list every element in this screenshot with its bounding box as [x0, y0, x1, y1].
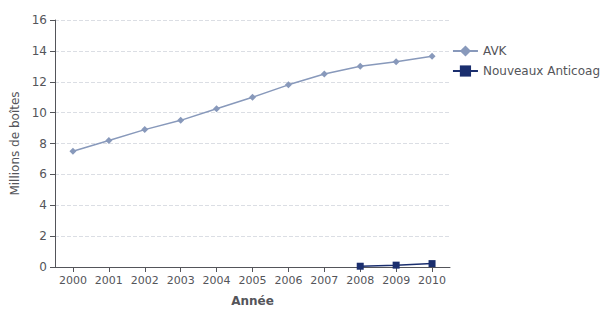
- svg-text:2: 2: [39, 229, 47, 243]
- svg-text:2003: 2003: [167, 274, 195, 287]
- svg-text:8: 8: [39, 137, 47, 151]
- svg-text:6: 6: [39, 167, 47, 181]
- svg-text:2009: 2009: [382, 274, 410, 287]
- svg-text:14: 14: [32, 44, 47, 58]
- svg-text:AVK: AVK: [483, 44, 508, 58]
- svg-text:Nouveaux Anticoag: Nouveaux Anticoag: [483, 64, 600, 78]
- svg-text:2004: 2004: [203, 274, 231, 287]
- svg-text:Année: Année: [231, 294, 274, 308]
- svg-text:2001: 2001: [95, 274, 123, 287]
- svg-text:16: 16: [32, 13, 47, 27]
- svg-text:2005: 2005: [239, 274, 267, 287]
- svg-text:10: 10: [32, 106, 47, 120]
- svg-text:2007: 2007: [310, 274, 338, 287]
- svg-text:0: 0: [39, 260, 47, 274]
- svg-text:2008: 2008: [346, 274, 374, 287]
- svg-text:12: 12: [32, 75, 47, 89]
- svg-text:2000: 2000: [59, 274, 87, 287]
- svg-text:Millions de boîtes: Millions de boîtes: [8, 91, 22, 195]
- svg-text:2002: 2002: [131, 274, 159, 287]
- svg-text:2006: 2006: [274, 274, 302, 287]
- svg-text:4: 4: [39, 198, 47, 212]
- svg-text:2010: 2010: [418, 274, 446, 287]
